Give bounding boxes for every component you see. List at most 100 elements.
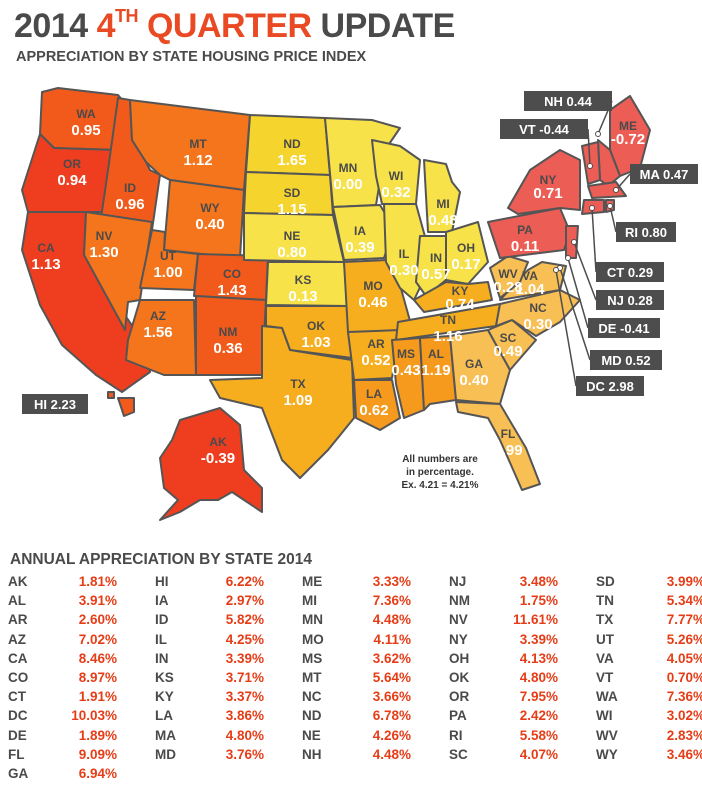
table-column: AK 1.81% AL 3.91% AR 2.60% AZ 7.02% CA 8.46% CO 8.9… — [8, 574, 143, 785]
state-abbr-ok: OK — [307, 319, 325, 333]
state-abbr-ks: KS — [295, 273, 312, 287]
table-row: OR 7.95% — [449, 689, 584, 708]
table-row: HI 6.22% — [155, 574, 290, 593]
state-value-az: 1.56 — [143, 324, 172, 341]
callout-leader-line — [559, 267, 591, 361]
table-row: CA 8.46% — [8, 651, 143, 670]
state-code: SC — [449, 746, 468, 762]
state-code: UT — [596, 631, 614, 647]
table-row: KY 3.37% — [155, 689, 290, 708]
table-row: MO 4.11% — [302, 632, 437, 651]
note-line: All numbers are — [402, 454, 478, 465]
state-value-ak: -0.39 — [201, 450, 235, 467]
title-ordinal-suffix: TH — [115, 6, 139, 26]
state-abbr-wa: WA — [76, 107, 96, 121]
table-row: MI 7.36% — [302, 593, 437, 612]
table-row: NH 4.48% — [302, 747, 437, 766]
annual-value: 5.34% — [666, 593, 702, 609]
state-shape-al — [419, 335, 457, 411]
annual-value: 8.46% — [78, 650, 117, 666]
state-abbr-ar: AR — [367, 337, 385, 351]
annual-value: 3.91% — [78, 593, 117, 609]
state-code: MS — [302, 650, 323, 666]
annual-value: 1.81% — [78, 574, 117, 589]
state-shape-ar — [347, 329, 401, 381]
annual-value: 6.78% — [372, 708, 411, 724]
state-code: AL — [8, 593, 26, 609]
state-code: AK — [8, 574, 28, 589]
page-subtitle: APPRECIATION BY STATE HOUSING PRICE INDE… — [16, 49, 367, 65]
state-code: DC — [8, 708, 28, 724]
state-code: NH — [302, 746, 322, 762]
state-abbr-mt: MT — [189, 137, 207, 151]
annual-value: 5.26% — [666, 631, 702, 647]
state-value-al: 1.19 — [421, 362, 450, 379]
annual-title: ANNUAL APPRECIATION BY STATE 2014 — [10, 551, 313, 568]
callout-leader-line — [615, 173, 631, 191]
state-code: GA — [8, 765, 29, 781]
state-abbr-mo: MO — [363, 279, 382, 293]
annual-value: 6.22% — [225, 574, 264, 589]
table-row: WY 3.46% — [596, 747, 702, 766]
state-value-tx: 1.09 — [283, 392, 312, 409]
state-value-wv: 0.28 — [493, 279, 522, 296]
callout-label-ri: RI 0.80 — [625, 225, 667, 240]
state-abbr-pa: PA — [517, 223, 533, 237]
callout-dot — [607, 203, 613, 209]
title-update: UPDATE — [320, 7, 456, 45]
title-quarter: 4TH QUARTER — [96, 6, 312, 45]
state-code: WA — [596, 689, 618, 705]
state-abbr-mn: MN — [339, 161, 358, 175]
callout-label-ct: CT 0.29 — [607, 265, 653, 280]
state-value-ut: 1.00 — [153, 264, 182, 281]
state-code: OK — [449, 669, 470, 685]
callout-label-nh: NH 0.44 — [544, 94, 592, 109]
table-column: HI 6.22% IA 2.97% ID 5.82% IL 4.25% IN 3.39% KS 3.7… — [155, 574, 290, 766]
table-column: NJ 3.48% NM 1.75% NV 11.61% NY 3.39% OH 4.13% OK 4.… — [449, 574, 584, 766]
callout-box — [630, 164, 698, 184]
state-shape-hi — [107, 391, 135, 417]
state-value-sc: 0.49 — [493, 343, 522, 360]
table-row: UT 5.26% — [596, 632, 702, 651]
state-code: NY — [449, 631, 468, 647]
table-row: NE 4.26% — [302, 728, 437, 747]
table-row: AL 3.91% — [8, 593, 143, 612]
state-value-co: 1.43 — [217, 282, 246, 299]
state-value-ar: 0.52 — [361, 352, 390, 369]
annual-value: 4.80% — [225, 727, 264, 743]
annual-value: 3.39% — [225, 650, 264, 666]
title-quarter-word: QUARTER — [146, 7, 312, 45]
page-title: 2014 4TH QUARTER UPDATE — [14, 6, 455, 46]
state-abbr-wi: WI — [389, 169, 404, 183]
state-abbr-sc: SC — [500, 331, 517, 345]
callout-box — [616, 222, 676, 242]
annual-value: 3.86% — [225, 708, 264, 724]
state-abbr-tn: TN — [440, 313, 456, 327]
annual-value: 3.46% — [666, 746, 702, 762]
state-code: MD — [155, 746, 176, 762]
state-shape-fl — [455, 401, 541, 491]
state-code: OR — [449, 689, 470, 705]
annual-value: 4.11% — [373, 631, 411, 647]
callout-label-dc: DC 2.98 — [586, 379, 634, 394]
table-row: NY 3.39% — [449, 632, 584, 651]
state-shape-oh — [445, 221, 489, 285]
annual-value: 3.02% — [666, 708, 702, 724]
state-code: ME — [302, 574, 323, 589]
title-ordinal: 4 — [96, 7, 116, 45]
state-code: NV — [449, 612, 468, 628]
state-abbr-sd: SD — [284, 186, 301, 200]
state-code: WI — [596, 708, 613, 724]
state-code: RI — [449, 727, 463, 743]
callout-leader-line — [567, 257, 589, 329]
state-abbr-wv: WV — [498, 267, 517, 281]
table-row: WA 7.36% — [596, 689, 702, 708]
table-row: NV 11.61% — [449, 612, 584, 631]
state-shape-ak — [159, 407, 263, 521]
callout-box — [596, 262, 664, 282]
state-value-ky: 0.74 — [445, 296, 475, 313]
annual-value: 1.91% — [78, 689, 117, 705]
state-shape-ms — [391, 337, 425, 419]
callout-label-vt: VT -0.44 — [519, 122, 570, 137]
us-map: WA0.95OR0.94CA1.13ID0.96NV1.30MT1.12WY0.… — [21, 87, 698, 521]
